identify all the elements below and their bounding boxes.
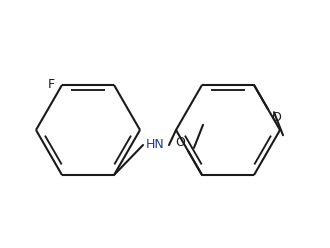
- Text: F: F: [48, 78, 55, 92]
- Text: O: O: [175, 136, 185, 149]
- Text: HN: HN: [146, 138, 164, 152]
- Text: O: O: [271, 111, 281, 124]
